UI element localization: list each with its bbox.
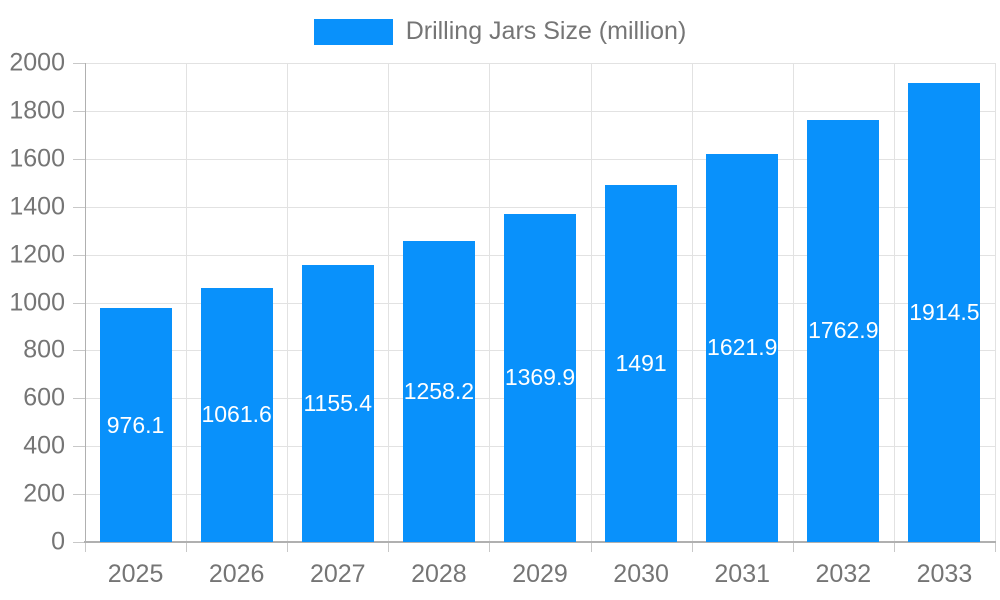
y-axis-tick-label: 1600 <box>9 144 65 173</box>
x-axis-tick <box>85 542 86 552</box>
x-gridline <box>590 63 592 542</box>
y-axis-tick-label: 0 <box>51 527 65 556</box>
y-axis-tick <box>73 302 85 304</box>
x-axis-tick <box>995 542 996 552</box>
y-axis-tick <box>73 494 85 496</box>
x-gridline <box>792 63 794 542</box>
x-gridline <box>186 63 188 542</box>
bar-value-label: 1155.4 <box>303 390 373 417</box>
y-axis-tick-label: 1800 <box>9 96 65 125</box>
bar-value-label: 1491 <box>615 349 667 376</box>
bar-value-label: 1762.9 <box>808 317 879 344</box>
x-axis-tick <box>388 542 390 552</box>
x-axis-tick <box>186 542 188 552</box>
y-axis-tick <box>73 110 85 112</box>
y-gridline <box>85 63 995 64</box>
y-axis-tick <box>73 446 85 448</box>
bar[interactable]: 1491 <box>605 184 678 542</box>
y-axis-tick <box>73 158 85 160</box>
bar-value-label: 1258.2 <box>403 377 475 404</box>
x-axis-category-label: 2030 <box>613 560 669 588</box>
x-axis-tick <box>489 542 491 552</box>
y-gridline <box>85 110 995 112</box>
bar-value-label: 1369.9 <box>504 364 576 391</box>
x-gridline <box>995 63 996 542</box>
x-gridline <box>287 63 289 542</box>
x-axis-category-label: 2026 <box>208 560 265 588</box>
legend-swatch[interactable] <box>313 18 393 45</box>
y-axis-tick-label: 400 <box>23 431 65 460</box>
y-axis-tick-label: 1000 <box>9 288 65 316</box>
bar[interactable]: 1258.2 <box>402 240 475 542</box>
y-axis-tick-label: 200 <box>23 479 65 508</box>
x-gridline <box>691 63 693 542</box>
bar-value-label: 1061.6 <box>201 401 272 428</box>
x-axis-tick <box>691 542 693 552</box>
bar[interactable]: 1369.9 <box>504 213 576 542</box>
bar[interactable]: 1621.9 <box>706 153 779 542</box>
y-gridline <box>85 158 995 160</box>
y-axis-tick <box>73 542 85 543</box>
y-axis-line <box>85 63 86 542</box>
x-axis-category-label: 2028 <box>411 560 467 588</box>
y-axis-tick <box>73 254 85 256</box>
bar[interactable]: 1762.9 <box>807 119 880 542</box>
bar[interactable]: 976.1 <box>99 308 172 542</box>
x-axis-tick <box>893 542 895 552</box>
x-axis-category-label: 2031 <box>714 560 771 588</box>
y-axis-tick <box>73 350 85 352</box>
y-axis-tick-label: 2000 <box>9 48 65 77</box>
x-axis-line <box>84 541 996 543</box>
y-axis-tick <box>73 398 85 400</box>
x-axis-category-label: 2025 <box>107 560 164 588</box>
x-gridline <box>388 63 390 542</box>
bar-value-label: 976.1 <box>106 411 165 438</box>
x-gridline <box>893 63 895 542</box>
x-axis-tick <box>287 542 289 552</box>
legend-label: Drilling Jars Size (million) <box>405 17 687 45</box>
y-gridline <box>85 206 995 208</box>
y-axis-tick-label: 600 <box>23 383 65 412</box>
x-axis-category-label: 2029 <box>512 560 568 588</box>
bar[interactable]: 1061.6 <box>200 287 273 542</box>
x-axis-category-label: 2027 <box>309 560 366 588</box>
x-gridline <box>489 63 491 542</box>
y-axis-tick-label: 1400 <box>9 192 65 221</box>
y-axis-tick-label: 800 <box>23 335 65 364</box>
x-axis-category-label: 2033 <box>916 560 973 588</box>
bar[interactable]: 1914.5 <box>908 83 981 542</box>
x-axis-tick <box>792 542 794 552</box>
x-axis-tick <box>590 542 592 552</box>
y-axis-tick-label: 1200 <box>9 240 65 269</box>
bar-value-label: 1914.5 <box>909 299 980 326</box>
legend[interactable]: Drilling Jars Size (million) <box>0 17 1000 46</box>
y-axis-tick <box>73 63 85 64</box>
x-axis-category-label: 2032 <box>815 560 872 588</box>
bar[interactable]: 1155.4 <box>301 265 374 542</box>
bar-value-label: 1621.9 <box>707 334 778 361</box>
y-axis-tick <box>73 206 85 208</box>
